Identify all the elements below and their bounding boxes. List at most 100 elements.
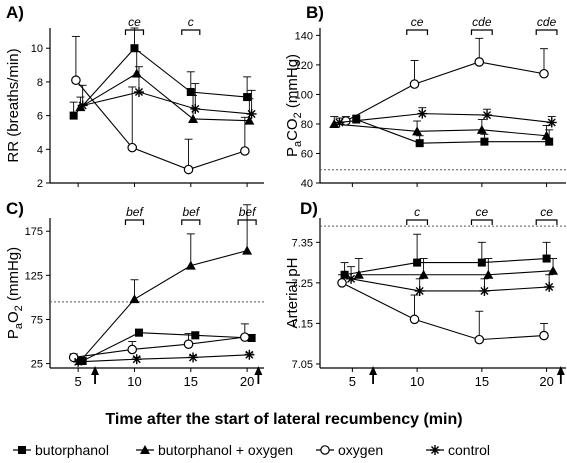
significance-label: c (188, 15, 194, 29)
panel-1: A) 2 4 6 8 10 RR (breaths/min) ce c (5, 3, 264, 190)
data-point (412, 126, 423, 136)
panel-label: B) (306, 3, 324, 22)
significance-bracket (181, 219, 201, 225)
arrow-head (254, 366, 263, 375)
series-line (356, 119, 550, 144)
data-point (191, 331, 200, 340)
data-point (71, 75, 81, 86)
y-tick-label: 6 (37, 111, 43, 123)
data-point (545, 137, 554, 146)
data-point (409, 79, 420, 89)
x-tick-label: 15 (475, 374, 489, 389)
significance-label: bef (182, 205, 200, 219)
significance-bracket (535, 219, 558, 225)
data-point (413, 258, 422, 267)
legend-marker (430, 445, 440, 455)
series-triangle (75, 51, 255, 125)
series-asterisk (346, 266, 555, 296)
panel-label: A) (6, 3, 24, 22)
data-point (337, 278, 347, 288)
data-point (546, 117, 557, 128)
legend-item: control (426, 442, 490, 458)
data-point (542, 254, 551, 263)
data-point (409, 314, 420, 325)
y-tick-label: 10 (31, 43, 43, 55)
data-point (186, 88, 195, 97)
series-line (73, 336, 245, 358)
data-point (417, 108, 428, 119)
data-point (127, 344, 138, 355)
series-square (78, 328, 256, 365)
series-circle (337, 274, 549, 345)
significance-label: cde (472, 15, 492, 29)
significance-label: c (414, 205, 420, 219)
significance-label: bef (239, 205, 257, 219)
data-point (240, 332, 250, 342)
series-line (82, 91, 252, 115)
data-point (246, 108, 257, 119)
data-point (244, 115, 255, 125)
series-square (340, 233, 551, 279)
x-tick-label: 20 (240, 374, 254, 389)
series-line (80, 72, 250, 122)
arrow-head (91, 366, 100, 375)
series-line (78, 354, 250, 363)
data-point (183, 164, 194, 175)
arrow-head (556, 366, 565, 375)
significance-label: cde (537, 15, 557, 29)
panel-4: D) 7.05 7.15 7.25 7.35 5 10 15 20 Arterial pH c ce c… (284, 199, 566, 389)
series-line (341, 282, 545, 341)
y-axis-title: PaCO2 (mmHg) (284, 54, 304, 157)
data-point (414, 285, 425, 296)
series-circle (71, 35, 250, 175)
data-point (539, 68, 549, 79)
series-asterisk (73, 349, 255, 367)
chart-panels: A) 2 4 6 8 10 RR (breaths/min) ce c B) 40 60 80 100 12… (5, 3, 566, 389)
data-point (480, 137, 489, 146)
y-axis-title: PaO2 (mmHg) (5, 247, 25, 339)
y-tick-label: 7.15 (292, 318, 313, 330)
panel-2: B) 40 60 80 100 120 140 PaCO2 (mmHg) ce cde cde (284, 3, 566, 190)
series-circle (341, 37, 549, 126)
legend-marker (140, 445, 150, 454)
data-point (69, 111, 78, 120)
data-point (242, 245, 253, 255)
y-tick-label: 40 (301, 178, 313, 190)
data-point (130, 44, 139, 53)
significance-label: bef (126, 205, 144, 219)
x-tick-label: 10 (127, 374, 141, 389)
significance-bracket (124, 29, 145, 35)
data-point (188, 113, 199, 123)
data-point (474, 334, 485, 345)
series-asterisk (77, 66, 257, 119)
series-line (334, 123, 547, 137)
data-point (482, 110, 493, 121)
legend-label: oxygen (338, 442, 383, 458)
significance-bracket (237, 219, 257, 225)
y-tick-label: 80 (301, 119, 313, 131)
series-asterisk (334, 107, 557, 128)
data-point (476, 124, 487, 134)
series-line (79, 250, 248, 362)
y-axis-title: Arterial pH (284, 258, 301, 329)
series-triangle (75, 204, 253, 365)
series-line (350, 278, 550, 292)
legend-item: oxygen (316, 442, 383, 458)
data-point (415, 139, 424, 148)
y-tick-label: 75 (31, 314, 43, 326)
x-tick-label: 5 (75, 374, 82, 389)
data-point (127, 142, 138, 153)
data-point (477, 258, 486, 267)
y-tick-label: 140 (295, 30, 313, 42)
x-tick-label: 15 (184, 374, 198, 389)
data-point (240, 146, 250, 156)
series-line (73, 47, 248, 116)
data-point (474, 57, 485, 67)
significance-bracket (406, 219, 429, 225)
data-point (131, 68, 142, 78)
y-axis-title: RR (breaths/min) (5, 48, 22, 162)
data-point (190, 103, 201, 114)
significance-label: ce (411, 15, 424, 29)
significance-bracket (470, 219, 493, 225)
